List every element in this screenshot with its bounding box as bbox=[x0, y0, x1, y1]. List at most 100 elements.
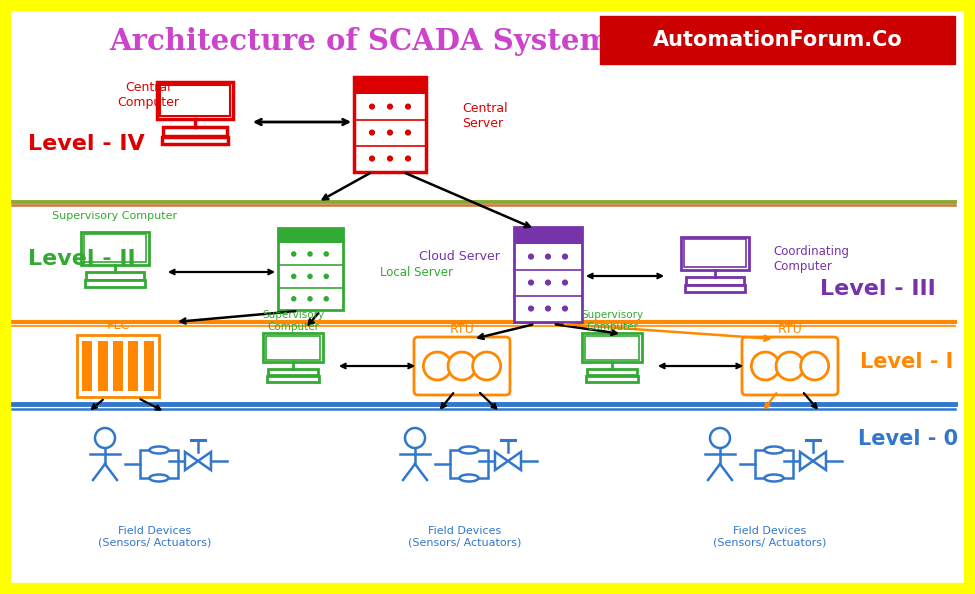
Text: Level - III: Level - III bbox=[820, 279, 936, 299]
Circle shape bbox=[406, 104, 410, 109]
FancyBboxPatch shape bbox=[354, 77, 426, 172]
Text: Supervisory Computer: Supervisory Computer bbox=[53, 211, 177, 221]
Circle shape bbox=[528, 306, 533, 311]
Circle shape bbox=[528, 280, 533, 285]
Ellipse shape bbox=[764, 447, 784, 453]
Polygon shape bbox=[800, 452, 813, 470]
FancyBboxPatch shape bbox=[514, 226, 582, 321]
FancyBboxPatch shape bbox=[143, 341, 154, 391]
Circle shape bbox=[325, 274, 329, 279]
FancyBboxPatch shape bbox=[160, 85, 230, 116]
Text: Cloud Server: Cloud Server bbox=[419, 249, 500, 263]
Circle shape bbox=[406, 130, 410, 135]
FancyBboxPatch shape bbox=[157, 81, 233, 119]
FancyBboxPatch shape bbox=[514, 226, 582, 244]
FancyBboxPatch shape bbox=[129, 341, 138, 391]
Circle shape bbox=[388, 156, 392, 161]
FancyBboxPatch shape bbox=[268, 369, 318, 375]
FancyBboxPatch shape bbox=[278, 228, 342, 310]
Circle shape bbox=[388, 104, 392, 109]
FancyBboxPatch shape bbox=[684, 285, 745, 292]
Ellipse shape bbox=[459, 447, 479, 453]
Text: RTU: RTU bbox=[778, 323, 802, 336]
Circle shape bbox=[546, 306, 550, 311]
FancyBboxPatch shape bbox=[82, 341, 93, 391]
Circle shape bbox=[95, 428, 115, 448]
FancyBboxPatch shape bbox=[8, 8, 967, 586]
Text: Level - IV: Level - IV bbox=[28, 134, 144, 154]
Polygon shape bbox=[185, 452, 198, 470]
Text: Central
Server: Central Server bbox=[462, 102, 508, 130]
Ellipse shape bbox=[764, 475, 784, 482]
Circle shape bbox=[292, 274, 295, 279]
FancyBboxPatch shape bbox=[600, 16, 955, 64]
FancyBboxPatch shape bbox=[681, 236, 749, 270]
Circle shape bbox=[406, 156, 410, 161]
Circle shape bbox=[563, 280, 567, 285]
Circle shape bbox=[423, 352, 451, 380]
Circle shape bbox=[776, 352, 804, 380]
Text: Level - I: Level - I bbox=[860, 352, 954, 372]
Circle shape bbox=[546, 254, 550, 259]
FancyBboxPatch shape bbox=[163, 127, 227, 136]
Circle shape bbox=[473, 352, 500, 380]
Text: Supervisory
Computer: Supervisory Computer bbox=[581, 311, 644, 332]
FancyBboxPatch shape bbox=[84, 235, 146, 261]
Circle shape bbox=[528, 254, 533, 259]
Ellipse shape bbox=[149, 475, 169, 482]
Circle shape bbox=[752, 352, 779, 380]
FancyBboxPatch shape bbox=[85, 280, 145, 287]
FancyBboxPatch shape bbox=[755, 450, 793, 478]
FancyBboxPatch shape bbox=[587, 369, 637, 375]
Text: Field Devices
(Sensors/ Actuators): Field Devices (Sensors/ Actuators) bbox=[409, 526, 522, 548]
FancyBboxPatch shape bbox=[585, 336, 639, 359]
FancyBboxPatch shape bbox=[586, 376, 638, 382]
FancyBboxPatch shape bbox=[278, 228, 342, 243]
Circle shape bbox=[308, 274, 312, 279]
Ellipse shape bbox=[459, 475, 479, 482]
FancyBboxPatch shape bbox=[86, 272, 144, 280]
Circle shape bbox=[563, 306, 567, 311]
Polygon shape bbox=[508, 452, 521, 470]
FancyBboxPatch shape bbox=[162, 137, 228, 144]
Circle shape bbox=[388, 130, 392, 135]
Text: AutomationForum.Co: AutomationForum.Co bbox=[653, 30, 903, 50]
FancyBboxPatch shape bbox=[354, 77, 426, 94]
Text: Local Server: Local Server bbox=[380, 266, 453, 279]
FancyBboxPatch shape bbox=[98, 341, 107, 391]
FancyBboxPatch shape bbox=[683, 239, 746, 267]
FancyBboxPatch shape bbox=[742, 337, 838, 395]
Text: Level - 0: Level - 0 bbox=[858, 429, 958, 449]
Circle shape bbox=[710, 428, 730, 448]
Text: Level - II: Level - II bbox=[28, 249, 136, 269]
FancyBboxPatch shape bbox=[686, 277, 744, 285]
FancyBboxPatch shape bbox=[450, 450, 488, 478]
Circle shape bbox=[325, 252, 329, 256]
Text: Architecture of SCADA System: Architecture of SCADA System bbox=[109, 27, 610, 56]
Polygon shape bbox=[198, 452, 211, 470]
FancyBboxPatch shape bbox=[263, 333, 323, 362]
Text: Supervisory
Computer: Supervisory Computer bbox=[262, 311, 324, 332]
Polygon shape bbox=[813, 452, 826, 470]
Polygon shape bbox=[495, 452, 508, 470]
Circle shape bbox=[308, 252, 312, 256]
Circle shape bbox=[308, 297, 312, 301]
Text: RTU: RTU bbox=[449, 323, 475, 336]
Circle shape bbox=[800, 352, 829, 380]
Text: Field Devices
(Sensors/ Actuators): Field Devices (Sensors/ Actuators) bbox=[98, 526, 212, 548]
Ellipse shape bbox=[149, 447, 169, 453]
FancyBboxPatch shape bbox=[81, 232, 149, 264]
Circle shape bbox=[405, 428, 425, 448]
Circle shape bbox=[563, 254, 567, 259]
FancyBboxPatch shape bbox=[113, 341, 123, 391]
Circle shape bbox=[292, 252, 295, 256]
FancyBboxPatch shape bbox=[267, 376, 319, 382]
FancyBboxPatch shape bbox=[140, 450, 178, 478]
Text: Coordinating
Computer: Coordinating Computer bbox=[773, 245, 849, 273]
FancyBboxPatch shape bbox=[266, 336, 320, 359]
Circle shape bbox=[370, 130, 374, 135]
Circle shape bbox=[292, 297, 295, 301]
Circle shape bbox=[370, 156, 374, 161]
Text: Field Devices
(Sensors/ Actuators): Field Devices (Sensors/ Actuators) bbox=[714, 526, 827, 548]
Circle shape bbox=[325, 297, 329, 301]
